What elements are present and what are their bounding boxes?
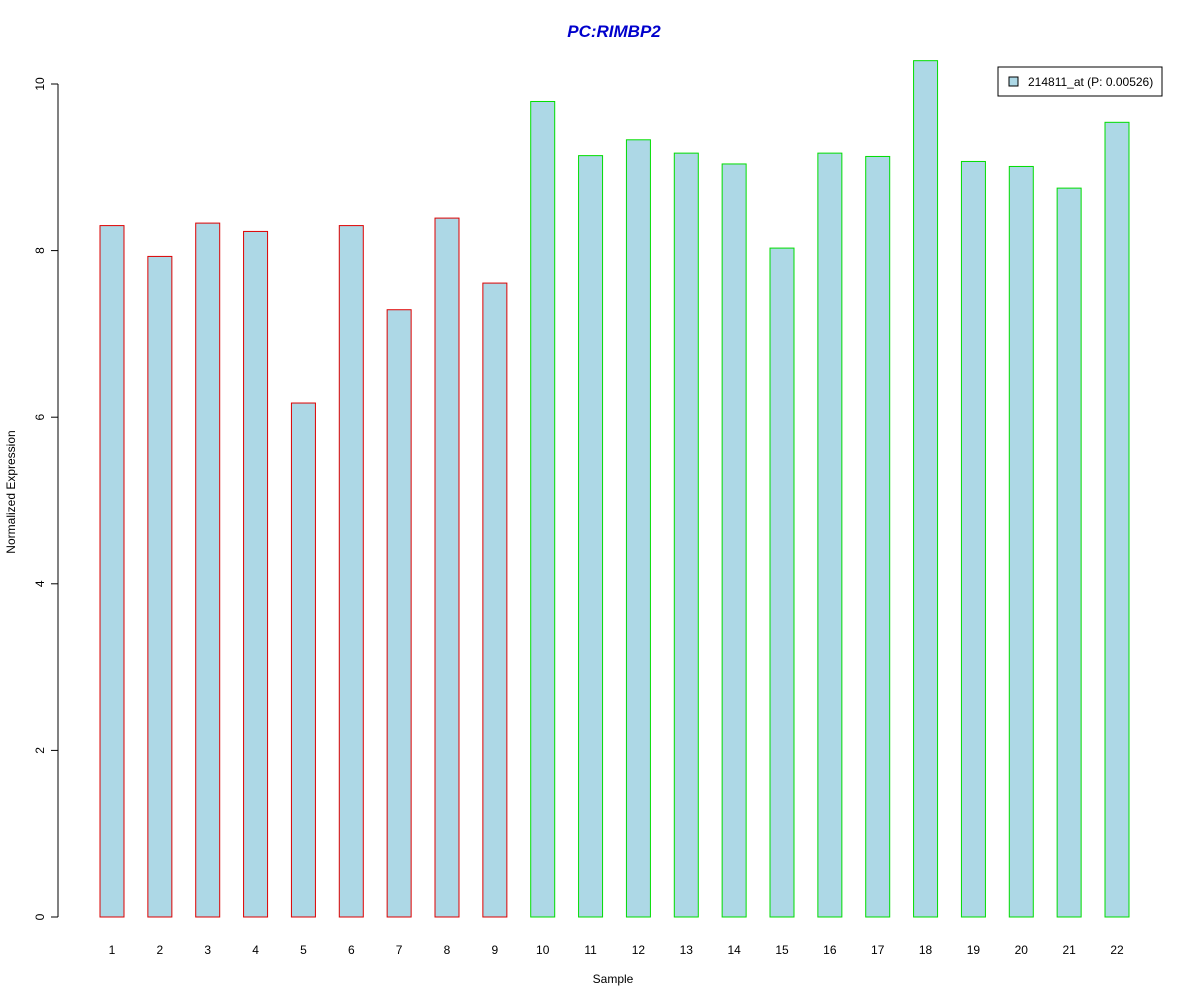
bar-sample-9 <box>482 282 508 918</box>
x-tick-label: 21 <box>1062 943 1076 957</box>
x-tick-label: 7 <box>396 943 403 957</box>
y-axis: 0 2 4 6 8 10 <box>33 77 59 920</box>
x-tick-label: 11 <box>584 943 597 957</box>
x-tick-label: 18 <box>919 943 933 957</box>
bar-sample-12 <box>625 139 651 918</box>
bar-sample-4 <box>243 230 269 918</box>
bar-sample-8 <box>434 217 460 918</box>
x-tick-label: 9 <box>492 943 499 957</box>
y-tick-label: 4 <box>33 580 47 587</box>
bar-sample-5 <box>290 402 316 918</box>
bar-sample-11 <box>578 155 604 918</box>
y-tick-label: 8 <box>33 247 47 254</box>
x-tick-label: 19 <box>967 943 981 957</box>
x-tick-label: 6 <box>348 943 355 957</box>
bar-sample-14 <box>721 163 747 918</box>
chart-title: PC:RIMBP2 <box>567 22 661 41</box>
bar-sample-6 <box>338 225 364 918</box>
legend-label: 214811_at (P: 0.00526) <box>1028 75 1153 89</box>
bar-sample-22 <box>1104 121 1130 918</box>
x-tick-label: 4 <box>252 943 259 957</box>
bar-sample-20 <box>1008 165 1034 918</box>
x-tick-labels: 1 2 3 4 5 6 7 8 9 10 11 12 13 14 15 16 17 18 19 20 21 22 <box>109 943 1124 957</box>
x-tick-label: 5 <box>300 943 307 957</box>
x-tick-label: 20 <box>1015 943 1029 957</box>
bar-sample-7 <box>386 309 412 918</box>
bar-sample-2 <box>147 255 173 918</box>
bar-sample-17 <box>865 155 891 918</box>
x-tick-label: 2 <box>157 943 164 957</box>
x-axis-title: Sample <box>593 972 634 986</box>
bar-sample-21 <box>1056 187 1082 918</box>
x-tick-label: 16 <box>823 943 837 957</box>
x-tick-label: 3 <box>204 943 211 957</box>
x-tick-label: 12 <box>632 943 646 957</box>
x-tick-label: 1 <box>109 943 116 957</box>
x-tick-label: 14 <box>727 943 741 957</box>
legend: 214811_at (P: 0.00526) <box>997 66 1163 97</box>
bar-sample-16 <box>817 152 843 918</box>
x-tick-label: 15 <box>775 943 789 957</box>
bar-sample-1 <box>99 225 125 918</box>
bar-sample-18 <box>913 60 939 918</box>
bar-sample-19 <box>960 160 986 918</box>
x-tick-label: 22 <box>1110 943 1124 957</box>
legend-box <box>997 66 1163 97</box>
bar-sample-13 <box>673 152 699 918</box>
x-tick-label: 17 <box>871 943 885 957</box>
bar-sample-10 <box>530 100 556 918</box>
x-tick-label: 10 <box>536 943 550 957</box>
y-axis-title: Normalized Expression <box>4 430 18 553</box>
y-tick-label: 10 <box>33 77 47 91</box>
legend-swatch <box>1008 76 1019 87</box>
x-tick-label: 13 <box>680 943 694 957</box>
bar-sample-3 <box>195 222 221 918</box>
y-tick-label: 2 <box>33 747 47 754</box>
bar-sample-15 <box>769 247 795 918</box>
bars <box>99 60 1130 918</box>
y-tick-label: 0 <box>33 913 47 920</box>
x-tick-label: 8 <box>444 943 451 957</box>
y-tick-label: 6 <box>33 414 47 421</box>
